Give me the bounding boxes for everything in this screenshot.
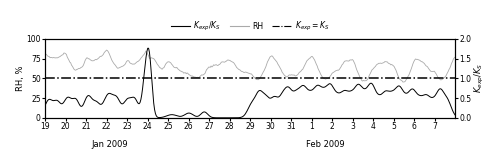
Y-axis label: RH, %: RH, % xyxy=(16,66,25,91)
Y-axis label: $K_{exp}/K_S$: $K_{exp}/K_S$ xyxy=(472,63,486,93)
Text: Jan 2009: Jan 2009 xyxy=(92,140,128,149)
Text: Feb 2009: Feb 2009 xyxy=(306,140,344,149)
Legend: $K_{exp}/K_S$, RH, $K_{exp} = K_S$: $K_{exp}/K_S$, RH, $K_{exp} = K_S$ xyxy=(168,17,332,36)
